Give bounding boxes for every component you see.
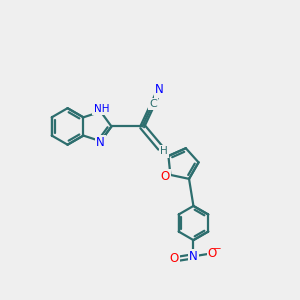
- Text: N: N: [96, 136, 105, 149]
- Text: N: N: [189, 250, 198, 263]
- Text: NH: NH: [94, 104, 109, 114]
- Text: O: O: [208, 248, 217, 260]
- Text: O: O: [170, 252, 179, 265]
- Text: O: O: [160, 170, 170, 183]
- Text: C: C: [149, 99, 157, 109]
- Text: −: −: [213, 244, 222, 254]
- Text: H: H: [160, 146, 168, 156]
- Text: N: N: [155, 83, 164, 97]
